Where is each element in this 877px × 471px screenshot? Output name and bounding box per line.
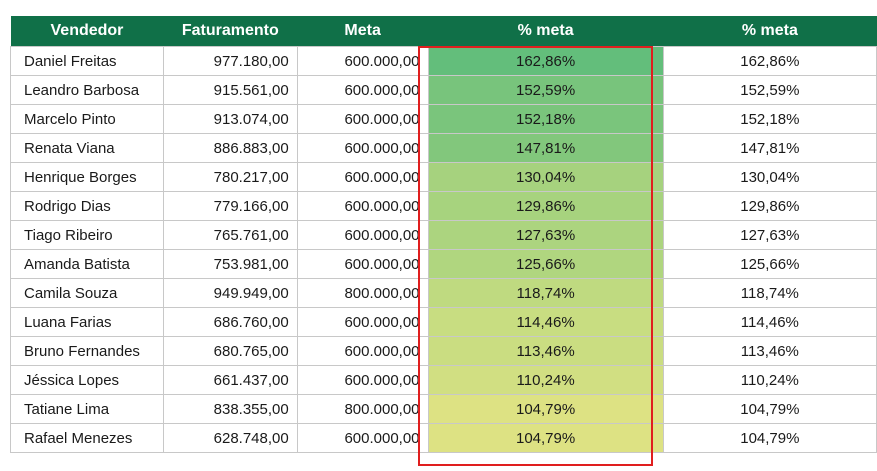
cell-meta[interactable]: 600.000,00: [296, 104, 429, 134]
cell-faturamento[interactable]: 686.760,00: [162, 307, 298, 337]
cell-meta[interactable]: 600.000,00: [296, 307, 429, 337]
cell-pct-meta[interactable]: 104,79%: [427, 394, 664, 424]
cell-faturamento[interactable]: 680.765,00: [162, 336, 298, 366]
cell-faturamento[interactable]: 838.355,00: [162, 394, 298, 424]
table-row: Leandro Barbosa 915.561,00 600.000,00 152,5…: [10, 75, 877, 105]
cell-pct-meta-2[interactable]: 147,81%: [662, 133, 877, 163]
cell-meta[interactable]: 600.000,00: [296, 46, 429, 76]
table-row: Tiago Ribeiro 765.761,00 600.000,00 127,63%…: [10, 220, 877, 250]
table-row: Amanda Batista 753.981,00 600.000,00 125,66…: [10, 249, 877, 279]
cell-pct-meta[interactable]: 130,04%: [427, 162, 664, 192]
cell-pct-meta-2[interactable]: 152,18%: [662, 104, 877, 134]
cell-vendedor[interactable]: Tiago Ribeiro: [10, 220, 164, 250]
cell-pct-meta[interactable]: 114,46%: [427, 307, 664, 337]
cell-meta[interactable]: 600.000,00: [296, 365, 429, 395]
cell-vendedor[interactable]: Amanda Batista: [10, 249, 164, 279]
cell-pct-meta[interactable]: 113,46%: [427, 336, 664, 366]
cell-pct-meta-2[interactable]: 130,04%: [662, 162, 877, 192]
cell-pct-meta[interactable]: 147,81%: [427, 133, 664, 163]
table-row: Tatiane Lima 838.355,00 800.000,00 104,79% 1…: [10, 394, 877, 424]
cell-pct-meta-2[interactable]: 127,63%: [662, 220, 877, 250]
spreadsheet-table: Vendedor Faturamento Meta % meta % meta …: [10, 16, 877, 453]
cell-pct-meta[interactable]: 129,86%: [427, 191, 664, 221]
cell-pct-meta-2[interactable]: 104,79%: [662, 423, 877, 453]
cell-vendedor[interactable]: Renata Viana: [10, 133, 164, 163]
header-pct-meta-2[interactable]: % meta: [663, 16, 877, 47]
cell-pct-meta[interactable]: 152,18%: [427, 104, 664, 134]
table-row: Daniel Freitas 977.180,00 600.000,00 162,86…: [10, 46, 877, 76]
header-vendedor[interactable]: Vendedor: [10, 16, 164, 47]
cell-faturamento[interactable]: 780.217,00: [162, 162, 298, 192]
cell-vendedor[interactable]: Rafael Menezes: [10, 423, 164, 453]
cell-faturamento[interactable]: 913.074,00: [162, 104, 298, 134]
header-meta[interactable]: Meta: [297, 16, 429, 47]
table-row: Luana Farias 686.760,00 600.000,00 114,46% 1…: [10, 307, 877, 337]
cell-pct-meta[interactable]: 110,24%: [427, 365, 664, 395]
cell-vendedor[interactable]: Rodrigo Dias: [10, 191, 164, 221]
cell-meta[interactable]: 600.000,00: [296, 220, 429, 250]
header-faturamento[interactable]: Faturamento: [163, 16, 298, 47]
cell-vendedor[interactable]: Camila Souza: [10, 278, 164, 308]
cell-pct-meta-2[interactable]: 162,86%: [662, 46, 877, 76]
cell-vendedor[interactable]: Bruno Fernandes: [10, 336, 164, 366]
cell-pct-meta[interactable]: 118,74%: [427, 278, 664, 308]
table-body: Daniel Freitas 977.180,00 600.000,00 162,86…: [10, 46, 877, 453]
cell-vendedor[interactable]: Henrique Borges: [10, 162, 164, 192]
cell-faturamento[interactable]: 765.761,00: [162, 220, 298, 250]
table-row: Jéssica Lopes 661.437,00 600.000,00 110,24%…: [10, 365, 877, 395]
cell-faturamento[interactable]: 886.883,00: [162, 133, 298, 163]
table-row: Camila Souza 949.949,00 800.000,00 118,74% 1…: [10, 278, 877, 308]
cell-faturamento[interactable]: 753.981,00: [162, 249, 298, 279]
cell-meta[interactable]: 600.000,00: [296, 336, 429, 366]
cell-pct-meta[interactable]: 152,59%: [427, 75, 664, 105]
cell-vendedor[interactable]: Tatiane Lima: [10, 394, 164, 424]
cell-vendedor[interactable]: Daniel Freitas: [10, 46, 164, 76]
cell-pct-meta-2[interactable]: 129,86%: [662, 191, 877, 221]
cell-faturamento[interactable]: 661.437,00: [162, 365, 298, 395]
cell-faturamento[interactable]: 915.561,00: [162, 75, 298, 105]
cell-meta[interactable]: 800.000,00: [296, 278, 429, 308]
cell-vendedor[interactable]: Marcelo Pinto: [10, 104, 164, 134]
cell-pct-meta[interactable]: 104,79%: [427, 423, 664, 453]
cell-meta[interactable]: 600.000,00: [296, 75, 429, 105]
header-pct-meta[interactable]: % meta: [428, 16, 664, 47]
cell-pct-meta-2[interactable]: 104,79%: [662, 394, 877, 424]
cell-meta[interactable]: 600.000,00: [296, 162, 429, 192]
table-row: Henrique Borges 780.217,00 600.000,00 130,0…: [10, 162, 877, 192]
cell-meta[interactable]: 600.000,00: [296, 423, 429, 453]
cell-pct-meta-2[interactable]: 152,59%: [662, 75, 877, 105]
cell-meta[interactable]: 800.000,00: [296, 394, 429, 424]
cell-faturamento[interactable]: 977.180,00: [162, 46, 298, 76]
cell-faturamento[interactable]: 628.748,00: [162, 423, 298, 453]
cell-pct-meta[interactable]: 162,86%: [427, 46, 664, 76]
cell-pct-meta-2[interactable]: 114,46%: [662, 307, 877, 337]
cell-faturamento[interactable]: 949.949,00: [162, 278, 298, 308]
cell-faturamento[interactable]: 779.166,00: [162, 191, 298, 221]
cell-pct-meta-2[interactable]: 118,74%: [662, 278, 877, 308]
cell-pct-meta[interactable]: 127,63%: [427, 220, 664, 250]
cell-pct-meta-2[interactable]: 110,24%: [662, 365, 877, 395]
table-row: Marcelo Pinto 913.074,00 600.000,00 152,18%…: [10, 104, 877, 134]
cell-meta[interactable]: 600.000,00: [296, 191, 429, 221]
cell-vendedor[interactable]: Luana Farias: [10, 307, 164, 337]
table-row: Bruno Fernandes 680.765,00 600.000,00 113,4…: [10, 336, 877, 366]
cell-meta[interactable]: 600.000,00: [296, 133, 429, 163]
table-row: Rafael Menezes 628.748,00 600.000,00 104,79…: [10, 423, 877, 453]
cell-vendedor[interactable]: Jéssica Lopes: [10, 365, 164, 395]
cell-meta[interactable]: 600.000,00: [296, 249, 429, 279]
cell-pct-meta-2[interactable]: 125,66%: [662, 249, 877, 279]
header-row: Vendedor Faturamento Meta % meta % meta: [10, 16, 877, 47]
table-row: Rodrigo Dias 779.166,00 600.000,00 129,86% 1…: [10, 191, 877, 221]
cell-pct-meta-2[interactable]: 113,46%: [662, 336, 877, 366]
cell-vendedor[interactable]: Leandro Barbosa: [10, 75, 164, 105]
cell-pct-meta[interactable]: 125,66%: [427, 249, 664, 279]
table-row: Renata Viana 886.883,00 600.000,00 147,81% 1…: [10, 133, 877, 163]
